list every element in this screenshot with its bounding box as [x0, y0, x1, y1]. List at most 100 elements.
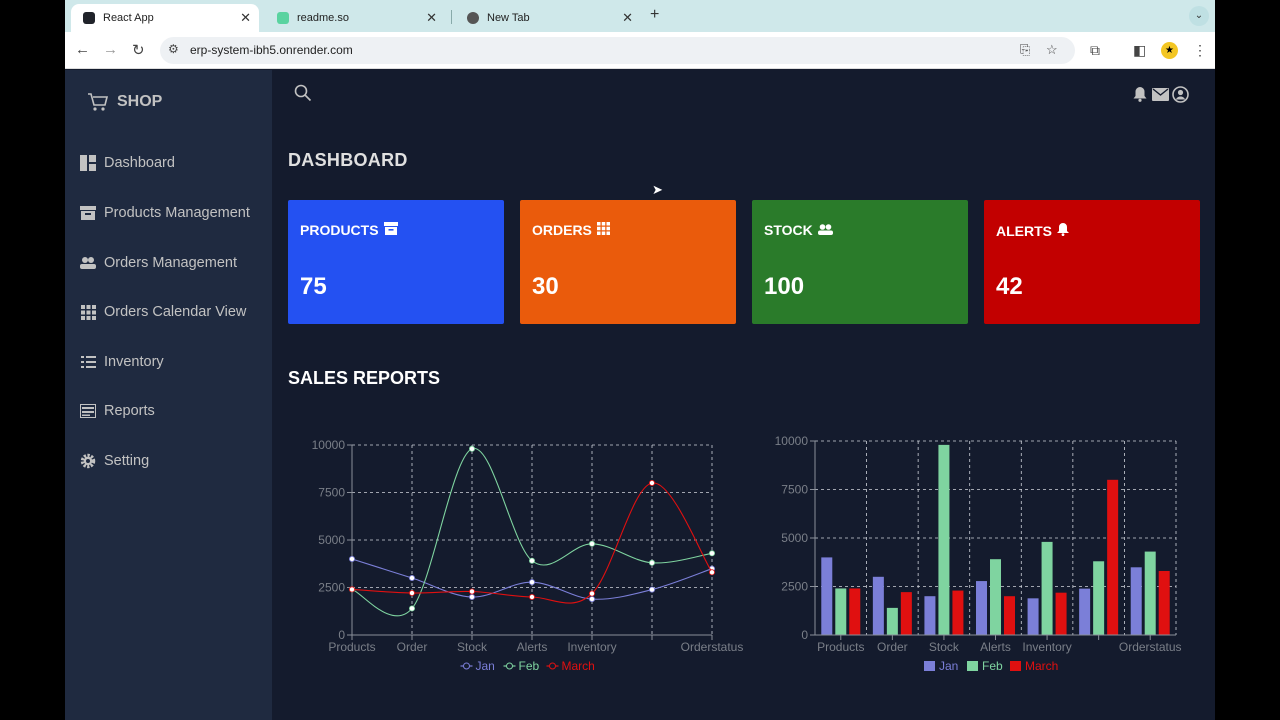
products-card[interactable]: PRODUCTS 75 [288, 200, 504, 324]
legend-item: Feb [503, 659, 540, 673]
list-icon [79, 353, 97, 371]
brand[interactable]: SHOP [87, 92, 162, 112]
bar-chart: 0 2500 5000 7500 10000 Products Order Stock Aler… [775, 434, 1182, 673]
brand-label: SHOP [117, 93, 163, 110]
legend-marker [1010, 661, 1021, 671]
tab-react-app[interactable]: React App ✕ [71, 4, 259, 32]
star-icon[interactable]: ☆ [1046, 42, 1058, 57]
close-icon[interactable]: ✕ [426, 10, 437, 25]
data-point [648, 559, 655, 566]
close-icon[interactable]: ✕ [622, 10, 633, 25]
tab-readme[interactable]: readme.so ✕ [265, 4, 445, 32]
card-value: 75 [300, 273, 327, 300]
mail-icon[interactable] [1152, 88, 1169, 106]
legend-label: Feb [982, 659, 1003, 673]
bell-icon[interactable] [1133, 86, 1147, 107]
site-settings-icon[interactable]: ⚙ [168, 42, 179, 56]
bar-march [1107, 479, 1119, 635]
new-tab-icon[interactable]: + [650, 6, 660, 23]
forward-icon[interactable]: → [103, 41, 118, 58]
tab-new-tab[interactable]: New Tab ✕ [455, 4, 641, 32]
bar-feb [835, 588, 847, 635]
data-point [588, 590, 595, 597]
x-tick-label: Orderstatus [681, 640, 744, 654]
extensions-icon[interactable]: ⧉ [1090, 42, 1100, 58]
tab-strip: React App ✕ readme.so ✕ New Tab ✕ + ⌄ [65, 0, 1215, 32]
y-tick-label: 5000 [781, 531, 808, 545]
tab-title: React App [103, 12, 154, 24]
account-icon[interactable] [1172, 86, 1189, 108]
data-point [349, 555, 356, 562]
legend-marker [967, 661, 978, 671]
card-label: ORDERS [532, 222, 610, 238]
tab-separator [451, 10, 452, 24]
browser-window: React App ✕ readme.so ✕ New Tab ✕ + ⌄ ← … [65, 0, 1215, 720]
bell-icon [1057, 222, 1069, 239]
legend-label: Feb [519, 659, 540, 673]
bar-jan [1079, 588, 1091, 635]
sidebar-item-orders-management[interactable]: Orders Management [79, 254, 237, 272]
back-icon[interactable]: ← [75, 41, 90, 58]
bar-jan [924, 596, 936, 635]
mouse-cursor: ➤ [652, 182, 663, 197]
chrome-icon [467, 12, 479, 24]
address-bar[interactable]: ⚙ erp-system-ibh5.onrender.com ⎘ ☆ [160, 37, 1075, 64]
sidebar-item-label: Orders Management [104, 255, 237, 271]
legend-marker-dot [463, 662, 470, 670]
url-text[interactable]: erp-system-ibh5.onrender.com [190, 43, 353, 57]
more-menu-icon[interactable]: ⋮ [1193, 42, 1207, 58]
install-app-icon[interactable]: ⎘ [1020, 42, 1031, 57]
bar-feb [886, 607, 898, 635]
y-tick-label: 0 [801, 628, 808, 642]
x-tick-label: Stock [457, 640, 488, 654]
y-tick-label: 10000 [775, 434, 809, 448]
bar-jan [821, 557, 833, 635]
bar-feb [938, 444, 950, 635]
topbar [272, 70, 1215, 118]
react-icon [83, 12, 95, 24]
legend-marker [924, 661, 935, 671]
sidebar-item-orders-calendar-view[interactable]: Orders Calendar View [79, 303, 246, 321]
data-point [588, 540, 595, 547]
sidebar-item-label: Orders Calendar View [104, 304, 247, 320]
y-tick-label: 7500 [318, 486, 345, 500]
legend-item: March [1010, 659, 1058, 673]
chevron-down-icon[interactable]: ⌄ [1189, 6, 1209, 26]
orders-card[interactable]: ORDERS 30 [520, 200, 736, 324]
x-tick-label: Inventory [567, 640, 616, 654]
legend-item: Jan [924, 659, 958, 673]
sidebar-item-products-management[interactable]: Products Management [79, 204, 250, 222]
reload-icon[interactable]: ↻ [132, 42, 145, 59]
sidebar-item-label: Setting [104, 453, 150, 469]
data-point [349, 586, 356, 593]
data-point [528, 557, 535, 564]
close-icon[interactable]: ✕ [240, 10, 251, 25]
data-point [409, 590, 416, 597]
x-tick-label: Alerts [980, 640, 1011, 654]
bar-jan [1027, 598, 1039, 635]
x-tick-label: Orderstatus [1119, 640, 1182, 654]
dashboard-icon [79, 154, 97, 172]
sidebar: SHOP Dashboard Products Management Order… [65, 70, 272, 720]
card-value: 42 [996, 273, 1023, 300]
archive-icon [383, 222, 398, 238]
data-point [528, 579, 535, 586]
sidebar-item-reports[interactable]: Reports [79, 402, 155, 420]
data-point [468, 588, 475, 595]
data-point [528, 593, 535, 600]
side-panel-icon[interactable]: ◧ [1133, 42, 1147, 58]
sidebar-item-inventory[interactable]: Inventory [79, 353, 164, 371]
sidebar-item-setting[interactable]: Setting [79, 452, 149, 470]
profile-extension-icon[interactable]: ★ [1161, 42, 1178, 59]
alerts-card[interactable]: ALERTS 42 [984, 200, 1200, 324]
legend-label: Jan [939, 659, 958, 673]
stock-card[interactable]: STOCK 100 [752, 200, 968, 324]
search-icon[interactable] [294, 84, 312, 107]
bar-feb [1144, 551, 1156, 635]
card-label: ALERTS [996, 222, 1069, 239]
line-chart: 0 2500 5000 7500 10000 Products Order Stock Aler… [312, 438, 744, 673]
bar-march [900, 592, 912, 635]
sidebar-item-dashboard[interactable]: Dashboard [79, 154, 175, 172]
tab-title: New Tab [487, 12, 530, 24]
bar-march [1055, 592, 1067, 635]
